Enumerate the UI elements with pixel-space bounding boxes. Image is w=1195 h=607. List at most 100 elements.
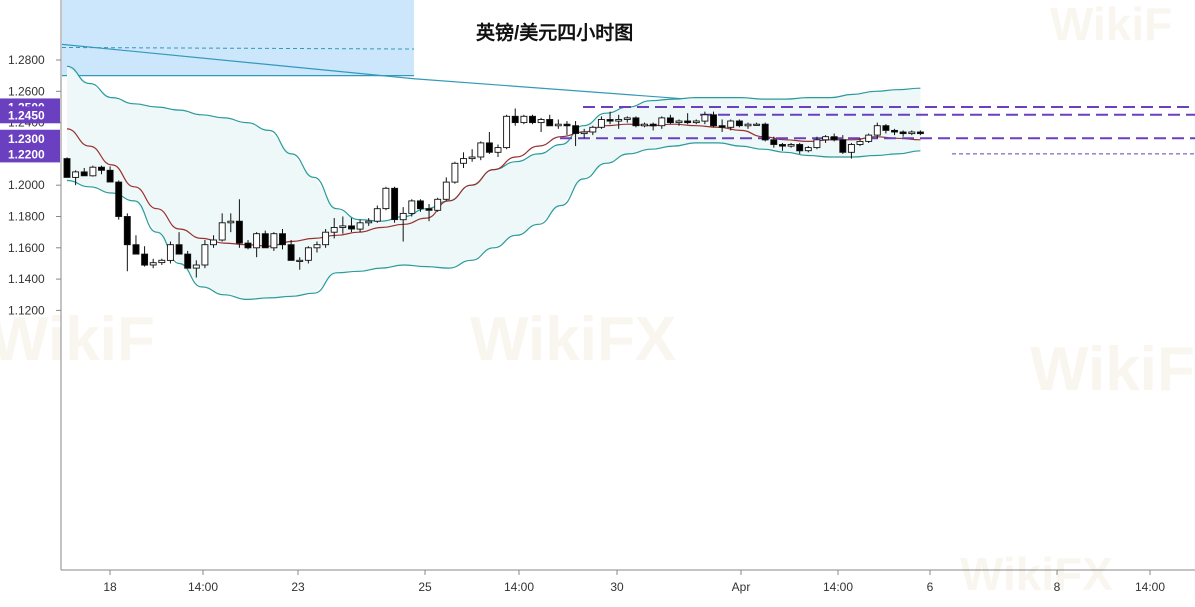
candle <box>916 130 924 136</box>
candle <box>184 250 192 269</box>
svg-text:WikiF: WikiF <box>1050 0 1172 50</box>
candle <box>632 116 640 128</box>
candle <box>313 241 321 253</box>
candle-body <box>899 131 907 135</box>
candle <box>727 119 735 131</box>
candle <box>692 119 700 125</box>
candle <box>804 146 812 153</box>
candle-body <box>348 225 355 230</box>
candle-body <box>520 115 528 124</box>
candle-body <box>270 233 278 249</box>
candle-body <box>692 120 700 124</box>
candle <box>296 257 304 270</box>
price-label: 1.2200 <box>0 145 60 163</box>
candle <box>606 111 614 125</box>
candle <box>468 149 476 162</box>
candle <box>623 116 631 123</box>
candle-body <box>132 244 140 255</box>
candle-body <box>399 212 407 221</box>
candle <box>72 170 80 186</box>
candle-body <box>477 142 485 158</box>
candle-body <box>322 231 330 246</box>
x-tick-label: 25 <box>418 580 432 594</box>
candle <box>382 186 390 211</box>
candle <box>597 116 605 129</box>
candle <box>192 260 200 278</box>
candle <box>873 122 881 139</box>
candle <box>304 246 312 264</box>
x-tick-label: 14:00 <box>823 580 853 594</box>
candle <box>339 216 347 234</box>
candle <box>753 122 761 126</box>
candle-body <box>916 131 924 135</box>
candle-body <box>80 171 88 177</box>
candle-body <box>296 259 304 262</box>
candle <box>735 119 743 128</box>
price-label-box <box>0 145 60 163</box>
candle-body <box>554 123 562 127</box>
candle-body <box>425 208 433 211</box>
candle <box>675 119 683 126</box>
candle <box>520 114 528 125</box>
candle <box>408 199 416 217</box>
candle-body <box>589 126 597 133</box>
candle-body <box>434 198 442 211</box>
candle-body <box>149 262 157 266</box>
candle-body <box>192 264 200 269</box>
svg-text:WikiF: WikiF <box>1030 335 1195 404</box>
candle-body <box>408 200 416 214</box>
candle-body <box>632 117 640 127</box>
candle-body <box>908 131 916 135</box>
candle-body <box>753 123 761 126</box>
candle <box>158 258 166 266</box>
candle <box>442 177 450 201</box>
candle-body <box>201 244 209 266</box>
candle <box>718 119 726 132</box>
candle-body <box>572 125 580 134</box>
candle <box>287 239 295 261</box>
candle-body <box>830 136 838 141</box>
candle-body <box>641 123 648 127</box>
candle-body <box>218 222 226 241</box>
candle-body <box>675 120 683 124</box>
candle <box>546 114 554 127</box>
price-label: 1.2300 <box>0 129 60 147</box>
candle-body <box>235 220 243 244</box>
candle <box>563 121 571 136</box>
candle-body <box>666 117 674 124</box>
candle <box>641 122 648 128</box>
candle <box>589 125 597 136</box>
candle <box>882 124 890 134</box>
candle-body <box>865 134 873 142</box>
candle <box>416 199 424 212</box>
candle-body <box>468 156 476 160</box>
candle-body <box>727 120 735 128</box>
candle-body <box>649 123 657 127</box>
candle-body <box>313 244 321 249</box>
candle-body <box>796 144 804 152</box>
candle-body <box>813 139 821 149</box>
price-label: 1.2450 <box>0 106 60 124</box>
candle <box>132 235 140 255</box>
candle-body <box>597 119 605 128</box>
candle-body <box>253 233 261 249</box>
candle <box>779 142 786 151</box>
candle-body <box>416 200 424 210</box>
svg-text:WikiFX: WikiFX <box>960 548 1113 600</box>
candle <box>822 135 830 143</box>
candle <box>399 207 407 242</box>
candle <box>218 213 226 242</box>
price-label-box <box>0 129 60 147</box>
candle-body <box>856 140 864 145</box>
candle <box>494 144 502 158</box>
candle <box>710 111 717 128</box>
candle <box>106 166 114 183</box>
candle-body <box>735 120 743 127</box>
candle <box>149 258 157 269</box>
x-tick-label: 6 <box>927 580 934 594</box>
candle-body <box>494 147 502 153</box>
candle <box>80 167 88 177</box>
candle <box>744 122 752 129</box>
